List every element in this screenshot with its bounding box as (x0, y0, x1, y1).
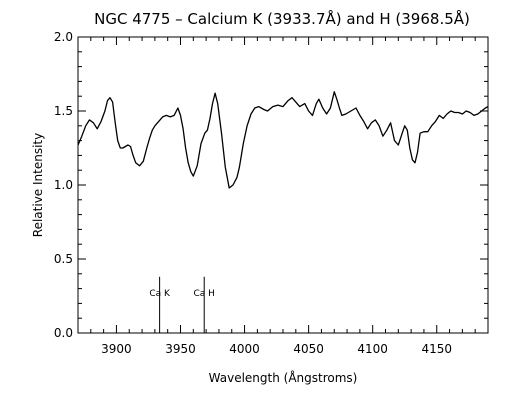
x-tick-label: 3950 (165, 342, 196, 356)
y-axis-label: Relative Intensity (31, 133, 45, 237)
marker-label: Ca K (149, 289, 171, 299)
plot-frame (77, 36, 489, 334)
chart-title: NGC 4775 – Calcium K (3933.7Å) and H (39… (94, 9, 470, 28)
x-tick-label: 3900 (101, 342, 132, 356)
x-tick-label: 4000 (229, 342, 260, 356)
line-markers: Ca K Ca H (149, 276, 215, 333)
y-tick-label: 0.0 (54, 326, 73, 340)
y-tick-label: 0.5 (54, 252, 73, 266)
x-axis-label: Wavelength (Ångstroms) (209, 370, 358, 385)
x-tick-label: 4150 (421, 342, 452, 356)
y-tick-label: 1.0 (54, 178, 73, 192)
y-tick-label: 2.0 (54, 30, 73, 44)
x-axis-ticks: 3900 3950 4000 4050 4100 4150 (77, 37, 489, 356)
y-axis-ticks: 0.0 0.5 1.0 1.5 2.0 (54, 30, 488, 340)
spectrum-line (77, 91, 489, 189)
marker-label: Ca H (193, 289, 214, 299)
x-tick-label: 4050 (293, 342, 324, 356)
y-tick-label: 1.5 (54, 104, 73, 118)
x-tick-label: 4100 (357, 342, 388, 356)
